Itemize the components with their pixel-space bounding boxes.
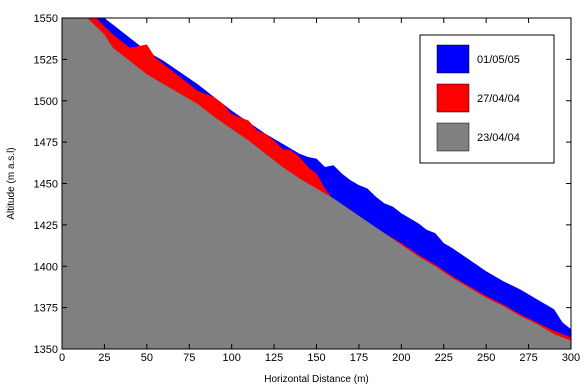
x-tick-label: 75 bbox=[183, 352, 195, 364]
legend-swatch bbox=[436, 122, 470, 152]
area-series-23/04/04 bbox=[62, 18, 571, 349]
y-tick-label: 1450 bbox=[34, 179, 58, 191]
y-axis-label: Altitude (m a.s.l) bbox=[6, 147, 17, 219]
x-tick-label: 125 bbox=[265, 352, 283, 364]
legend-label: 01/05/05 bbox=[477, 54, 520, 66]
x-tick-label: 250 bbox=[477, 352, 495, 364]
y-tick-label: 1375 bbox=[34, 303, 58, 315]
axis-ticks: 0 25 50 75 100 125 150 175 200 225 250 275 300 1350 13… bbox=[34, 13, 581, 364]
x-tick-label: 225 bbox=[435, 352, 453, 364]
plot-area bbox=[62, 18, 571, 349]
legend-swatch bbox=[436, 83, 470, 113]
y-tick-label: 1500 bbox=[34, 96, 58, 108]
x-tick-label: 150 bbox=[307, 352, 325, 364]
y-tick-label: 1425 bbox=[34, 220, 58, 232]
x-tick-label: 0 bbox=[59, 352, 65, 364]
x-tick-label: 300 bbox=[562, 352, 580, 364]
x-axis-label: Horizontal Distance (m) bbox=[264, 374, 368, 385]
legend-label: 23/04/04 bbox=[477, 132, 520, 144]
legend-label: 27/04/04 bbox=[477, 93, 520, 105]
y-tick-label: 1350 bbox=[34, 344, 58, 356]
legend: 01/05/05 27/04/04 23/04/04 bbox=[419, 34, 555, 164]
x-tick-label: 175 bbox=[350, 352, 368, 364]
x-tick-label: 100 bbox=[222, 352, 240, 364]
x-tick-label: 200 bbox=[392, 352, 410, 364]
legend-swatch bbox=[436, 44, 470, 74]
x-tick-label: 25 bbox=[98, 352, 110, 364]
x-tick-label: 275 bbox=[519, 352, 537, 364]
y-tick-label: 1475 bbox=[34, 137, 58, 149]
y-tick-label: 1525 bbox=[34, 54, 58, 66]
x-tick-label: 50 bbox=[141, 352, 153, 364]
y-tick-label: 1550 bbox=[34, 13, 58, 25]
y-tick-label: 1400 bbox=[34, 261, 58, 273]
